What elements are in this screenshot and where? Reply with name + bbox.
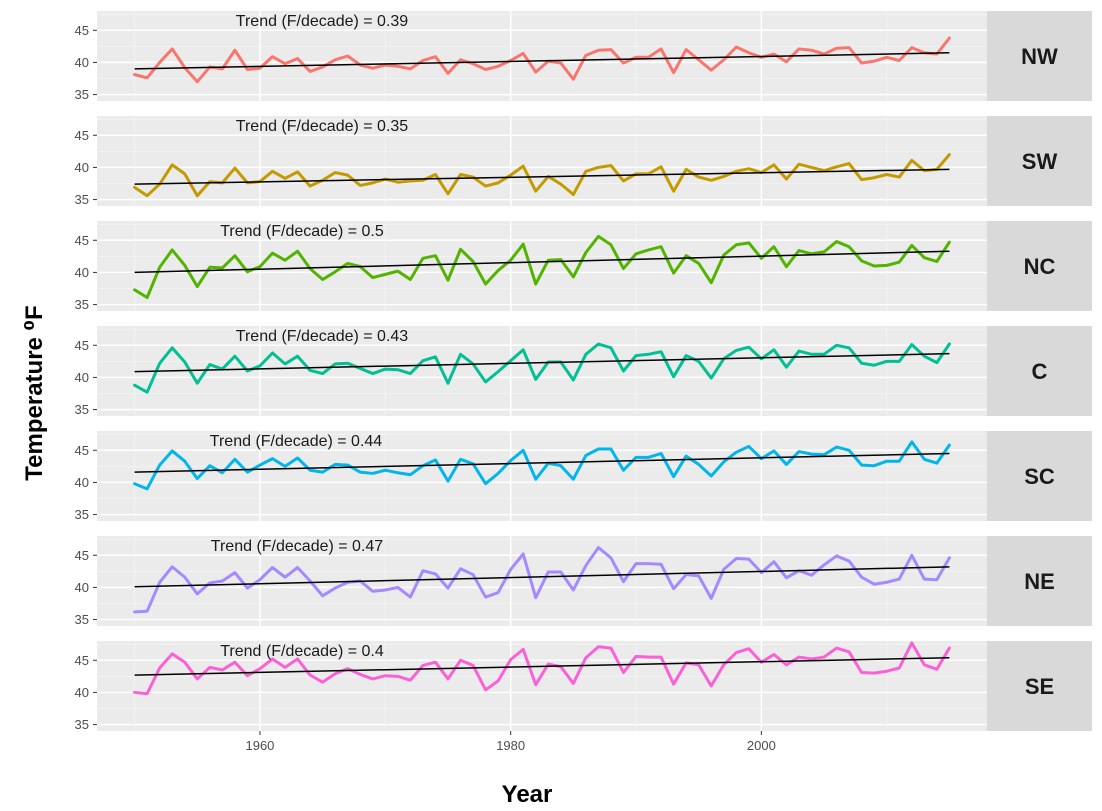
- y-tick-label: 40: [75, 580, 89, 595]
- facet-label-sw: SW: [1022, 149, 1058, 174]
- panel-sc: 35 40 45 Trend (F/decade) = 0.44 SC: [75, 431, 1092, 522]
- y-tick-label: 45: [75, 233, 89, 248]
- y-tick-label: 45: [75, 443, 89, 458]
- y-tick-label: 40: [75, 370, 89, 385]
- trend-line-ne: [134, 566, 950, 588]
- trend-line-c: [134, 352, 950, 373]
- trend-annotation-sw: Trend (F/decade) = 0.35: [236, 118, 408, 135]
- panel-ne: 35 40 45 Trend (F/decade) = 0.47 NE: [75, 536, 1092, 627]
- y-tick-label: 45: [75, 653, 89, 668]
- facet-label-se: SE: [1025, 674, 1054, 699]
- series-line-sc: [133, 440, 951, 491]
- facet-strip-ne: [987, 536, 1092, 626]
- trend-line-se: [134, 656, 950, 676]
- facet-label-c: C: [1032, 359, 1048, 384]
- y-axis-title: Temperature ⁰F: [21, 305, 48, 480]
- y-tick-label: 45: [75, 23, 89, 38]
- series-line-se: [133, 641, 951, 696]
- panel-background: [97, 11, 987, 101]
- series-line-nw: [133, 36, 951, 84]
- y-tick-label: 35: [75, 402, 89, 417]
- series-line-ne: [133, 546, 951, 614]
- facet-strip-nc: [987, 221, 1092, 311]
- panel-background: [97, 431, 987, 521]
- trend-line-nw: [134, 52, 950, 70]
- facet-strip-sw: [987, 116, 1092, 206]
- panel-background: [97, 641, 987, 731]
- panel-nc: 35 40 45 Trend (F/decade) = 0.5 NC: [75, 221, 1092, 312]
- x-tick-label: 2000: [747, 738, 776, 753]
- x-axis-title: Year: [502, 781, 553, 808]
- y-tick-label: 35: [75, 717, 89, 732]
- y-tick-label: 45: [75, 128, 89, 143]
- y-tick-label: 40: [75, 685, 89, 700]
- y-tick-label: 35: [75, 87, 89, 102]
- y-tick-label: 40: [75, 265, 89, 280]
- series-line-sw: [133, 153, 951, 198]
- facet-label-ne: NE: [1024, 569, 1055, 594]
- panel-background: [97, 221, 987, 311]
- y-tick-label: 40: [75, 475, 89, 490]
- trend-annotation-c: Trend (F/decade) = 0.43: [236, 328, 408, 345]
- chart-panels: 35 40 45 Trend (F/decade) = 0.39 NW 35 40 45 Tre…: [75, 11, 1092, 732]
- trend-annotation-ne: Trend (F/decade) = 0.47: [211, 538, 383, 555]
- trend-annotation-sc: Trend (F/decade) = 0.44: [210, 433, 382, 450]
- trend-annotation-nw: Trend (F/decade) = 0.39: [236, 13, 408, 30]
- panel-nw: 35 40 45 Trend (F/decade) = 0.39 NW: [75, 11, 1092, 102]
- trend-line-sc: [134, 452, 950, 473]
- facet-strip-sc: [987, 431, 1092, 521]
- facet-label-nc: NC: [1024, 254, 1056, 279]
- facet-label-sc: SC: [1024, 464, 1055, 489]
- series-line-nc: [133, 234, 951, 299]
- panel-background: [97, 536, 987, 626]
- trend-annotation-se: Trend (F/decade) = 0.4: [220, 643, 384, 660]
- y-tick-label: 35: [75, 297, 89, 312]
- y-tick-label: 35: [75, 612, 89, 627]
- y-tick-label: 40: [75, 55, 89, 70]
- panel-sw: 35 40 45 Trend (F/decade) = 0.35 SW: [75, 116, 1092, 207]
- y-tick-label: 35: [75, 507, 89, 522]
- y-tick-label: 35: [75, 192, 89, 207]
- panel-c: 35 40 45 Trend (F/decade) = 0.43 C: [75, 326, 1092, 417]
- panel-background: [97, 116, 987, 206]
- x-axis: 1960 1980 2000: [245, 731, 776, 753]
- trend-line-nc: [134, 250, 950, 274]
- y-tick-label: 45: [75, 548, 89, 563]
- x-tick-label: 1980: [496, 738, 525, 753]
- facet-strip-se: [987, 641, 1092, 731]
- y-tick-label: 45: [75, 338, 89, 353]
- facet-strip-c: [987, 326, 1092, 416]
- facet-strip-nw: [987, 11, 1092, 101]
- series-line-c: [133, 342, 951, 394]
- trend-annotation-nc: Trend (F/decade) = 0.5: [220, 223, 384, 240]
- trend-line-sw: [134, 168, 950, 185]
- x-tick-label: 1960: [245, 738, 274, 753]
- panel-se: 35 40 45 Trend (F/decade) = 0.4 SE: [75, 641, 1092, 732]
- facet-label-nw: NW: [1021, 44, 1058, 69]
- y-tick-label: 40: [75, 160, 89, 175]
